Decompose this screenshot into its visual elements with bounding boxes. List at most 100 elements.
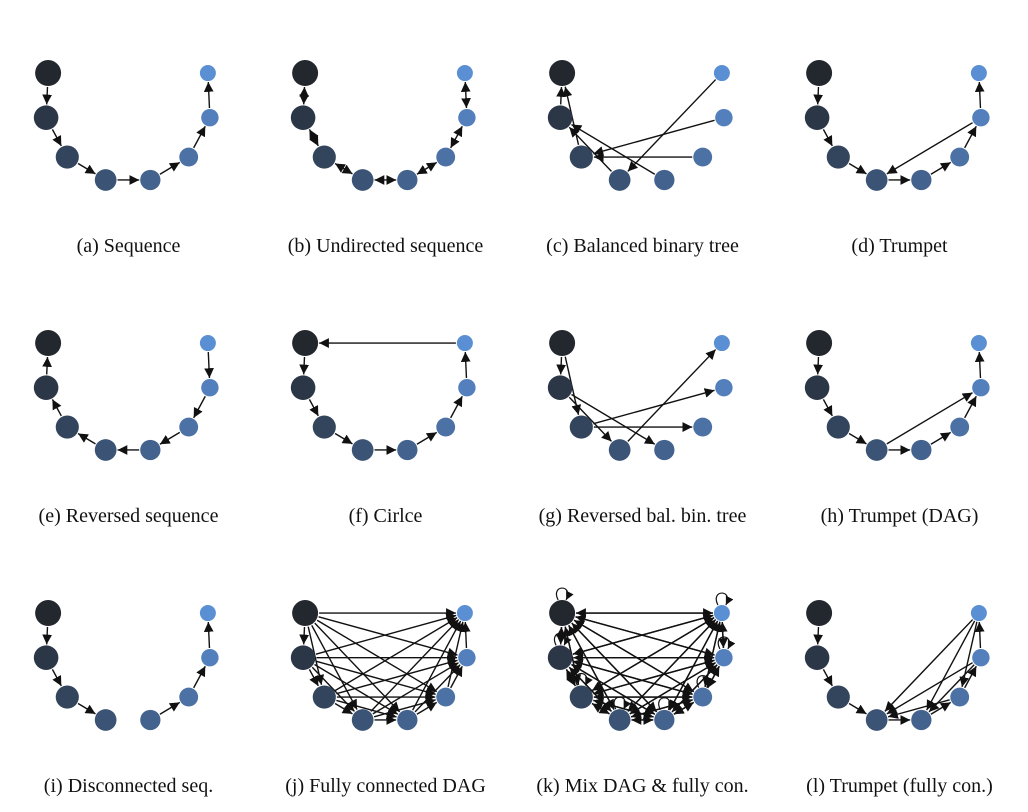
node-7 — [713, 65, 730, 82]
edge-3-6 — [372, 662, 459, 715]
edge-6-3 — [886, 662, 973, 715]
node-0 — [806, 60, 833, 87]
edge-6-7 — [974, 352, 985, 379]
node-3 — [94, 709, 117, 731]
node-0 — [549, 60, 576, 87]
node-5 — [950, 147, 970, 167]
edge-4-5 — [159, 701, 181, 715]
panel-label: (g) — [538, 505, 562, 527]
edge-2-3 — [334, 432, 353, 445]
node-1 — [547, 375, 573, 400]
node-7 — [456, 335, 473, 352]
node-3 — [351, 709, 374, 731]
edge-1-2 — [822, 669, 833, 687]
node-1 — [547, 105, 573, 130]
panel-caption: (a) Sequence — [0, 234, 257, 258]
node-4 — [911, 439, 932, 461]
panel-caption: (g) Reversed bal. bin. tree — [514, 504, 771, 528]
node-4 — [654, 439, 675, 461]
panel-d-graph — [804, 60, 990, 191]
panel-title: Cirlce — [368, 505, 423, 527]
edge-4-6 — [414, 664, 461, 713]
node-3 — [608, 709, 631, 731]
panel-h-graph — [804, 330, 990, 461]
node-5 — [950, 417, 970, 437]
edge-6-7 — [974, 82, 985, 109]
node-0 — [35, 600, 62, 627]
edge-1-2 — [822, 129, 833, 147]
edge-3-7 — [370, 619, 460, 712]
edge-3-6 — [886, 392, 973, 445]
edge-0-1 — [813, 86, 824, 105]
edge-1-3 — [568, 396, 612, 442]
node-4 — [654, 169, 675, 191]
edge-7-4 — [669, 620, 719, 711]
node-1 — [804, 645, 830, 670]
node-6 — [458, 648, 476, 667]
panel-label: (f) — [348, 505, 369, 527]
edge-0-1 — [299, 86, 310, 105]
node-4 — [397, 709, 418, 731]
node-1 — [290, 645, 316, 670]
edge-4-1 — [571, 663, 656, 715]
node-5 — [179, 687, 199, 707]
edge-7-5 — [702, 621, 721, 688]
edge-2-3 — [77, 162, 96, 175]
edge-0-1 — [42, 626, 53, 645]
edge-5-4 — [159, 431, 181, 445]
panel-title: Disconnected seq. — [62, 775, 214, 797]
node-4 — [140, 439, 161, 461]
node-5 — [693, 147, 713, 167]
edge-2-1 — [51, 399, 62, 417]
edge-4-5 — [416, 161, 438, 175]
panel-title: Balanced binary tree — [568, 235, 739, 257]
panel-label: (j) — [285, 775, 305, 797]
edge-7-5 — [959, 621, 978, 688]
edge-1-2 — [308, 129, 319, 147]
edge-5-3 — [630, 699, 693, 719]
edge-3-5 — [373, 697, 436, 718]
node-0 — [292, 330, 319, 357]
edge-6-2 — [593, 659, 715, 696]
panel-b-graph — [290, 60, 476, 191]
node-6 — [972, 648, 990, 667]
edge-6-7 — [460, 82, 471, 109]
edge-2-7 — [334, 617, 458, 692]
edge-4-1 — [571, 123, 656, 175]
edge-0-1 — [299, 626, 310, 645]
edge-6-2 — [593, 119, 715, 156]
node-6 — [458, 108, 476, 127]
edge-5-6 — [193, 125, 206, 149]
node-2 — [826, 415, 850, 439]
edge-1-2 — [308, 399, 319, 417]
self-loop-5 — [696, 675, 715, 688]
panel-title: Trumpet (fully con.) — [825, 775, 993, 797]
node-3 — [865, 169, 888, 191]
node-6 — [972, 108, 990, 127]
node-4 — [911, 709, 932, 731]
edge-5-6 — [450, 125, 463, 149]
node-2 — [312, 145, 336, 169]
panel-label: (i) — [43, 775, 63, 797]
node-6 — [972, 378, 990, 397]
node-0 — [35, 330, 62, 357]
edge-6-5 — [193, 395, 206, 419]
self-loop-6 — [717, 636, 736, 650]
node-1 — [290, 105, 316, 130]
panel-e-graph — [33, 330, 219, 461]
panel-caption: (b) Undirected sequence — [257, 234, 514, 258]
edge-7-2 — [591, 617, 715, 692]
edge-6-3 — [886, 122, 973, 175]
panel-caption: (c) Balanced binary tree — [514, 234, 771, 258]
edge-2-3 — [334, 702, 353, 715]
node-0 — [806, 600, 833, 627]
panel-caption: (k) Mix DAG & fully con. — [514, 774, 771, 798]
edge-2-3 — [848, 702, 867, 715]
edge-3-2 — [77, 432, 96, 445]
panel-f-graph — [290, 330, 476, 461]
edge-5-0 — [573, 619, 695, 693]
edge-6-7 — [974, 622, 985, 649]
node-1 — [547, 645, 573, 670]
node-7 — [970, 335, 987, 352]
node-3 — [865, 439, 888, 461]
